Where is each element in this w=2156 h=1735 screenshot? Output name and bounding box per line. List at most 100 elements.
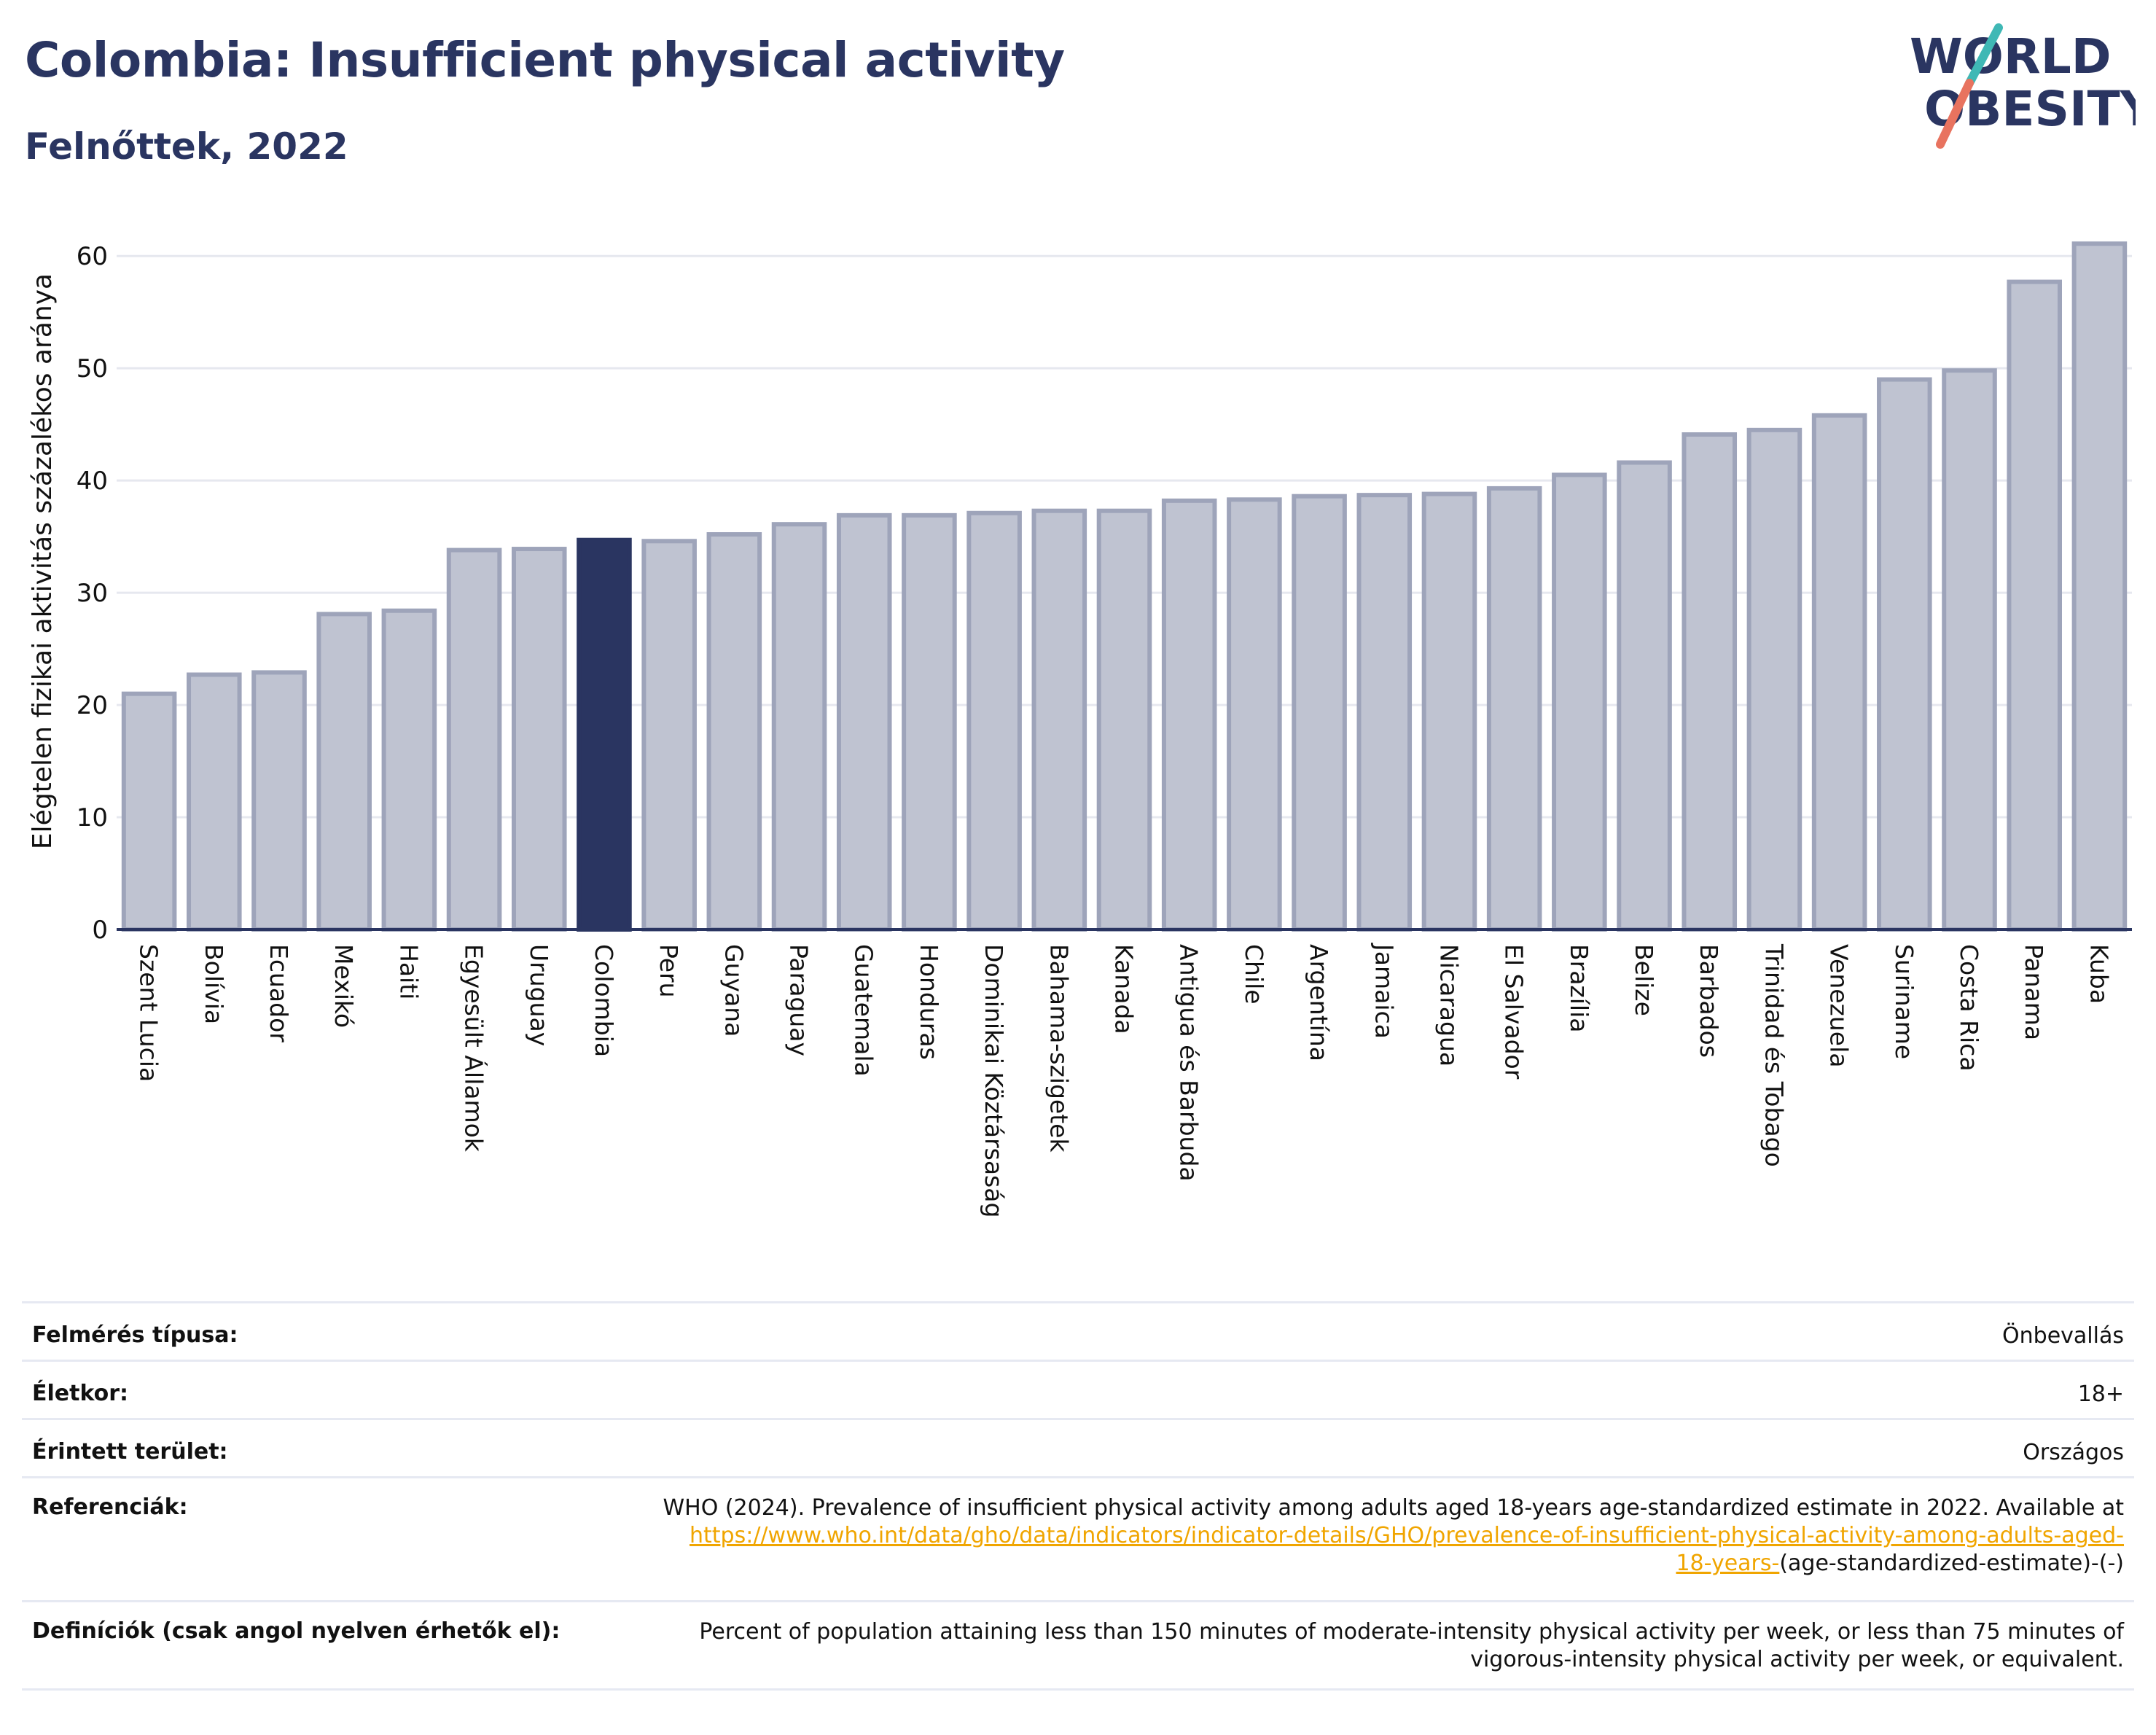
references-label: Referenciák: — [32, 1494, 188, 1520]
bars — [121, 241, 2128, 932]
page-subtitle: Felnőttek, 2022 — [25, 125, 348, 168]
x-tick-label: Egyesült Államok — [460, 944, 489, 1153]
x-tick-label: Venezuela — [1825, 944, 1854, 1067]
bar-belize — [1617, 460, 1672, 932]
x-tick-label: El Salvador — [1500, 944, 1528, 1080]
logo-slash-teal — [1965, 23, 2003, 87]
bar-venezuela — [1811, 413, 1867, 932]
bar-suriname — [1877, 377, 1932, 932]
y-tick-label: 50 — [77, 354, 108, 383]
reference-text: WHO (2024). Prevalence of insufficient p… — [663, 1495, 2124, 1521]
y-tick-label: 20 — [77, 691, 108, 720]
bar-guatemala — [836, 512, 892, 932]
bar-haiti — [381, 608, 437, 932]
x-tick-label: Bolívia — [200, 944, 228, 1024]
x-tick-label: Panama — [2020, 944, 2048, 1040]
bar-uruguay — [511, 547, 567, 932]
x-tick-label: Szent Lucia — [135, 944, 163, 1082]
bar-egyesült-államok — [446, 547, 502, 932]
x-tick-label: Chile — [1240, 944, 1268, 1005]
definitions-label: Definíciók (csak angol nyelven érhetők e… — [32, 1618, 561, 1644]
references-value: WHO (2024). Prevalence of insufficient p… — [535, 1494, 2134, 1578]
bar-chart: 0 10 20 30 40 50 60 Szent Lucia Bolívia Ecuador M… — [28, 241, 2132, 1217]
definitions-value: Percent of population attaining less tha… — [560, 1618, 2134, 1674]
x-tick-label: Argentína — [1305, 944, 1333, 1061]
bar-trinidad-és-tobago — [1746, 427, 1802, 932]
y-tick-label: 40 — [77, 467, 108, 496]
bar-szent-lucia — [121, 691, 177, 932]
x-tick-label: Haiti — [394, 944, 423, 999]
bar-argentína — [1292, 494, 1347, 932]
x-tick-label: Nicaragua — [1434, 944, 1463, 1067]
bar-barbados — [1682, 432, 1738, 932]
info-row-survey: Felmérés típusa: Önbevallás — [22, 1301, 2134, 1360]
age-label: Életkor: — [32, 1381, 129, 1406]
bar-brazília — [1552, 472, 1607, 932]
x-tick-label: Dominikai Köztársaság — [980, 944, 1008, 1217]
bar-costa-rica — [1942, 368, 1997, 932]
bar-antigua-és-barbuda — [1161, 498, 1217, 932]
x-tick-label: Costa Rica — [1955, 944, 1983, 1072]
x-tick-label: Guyana — [719, 944, 748, 1037]
y-axis-ticks: 0 10 20 30 40 50 60 — [77, 242, 108, 945]
x-tick-label: Paraguay — [785, 944, 813, 1056]
x-tick-label: Brazília — [1565, 944, 1593, 1032]
reference-link-line2[interactable]: 18-years- — [1676, 1551, 1780, 1576]
x-tick-label: Peru — [655, 944, 683, 998]
age-value: 18+ — [2077, 1381, 2124, 1407]
bar-nicaragua — [1421, 491, 1477, 932]
bar-kuba — [2071, 241, 2128, 932]
page-title: Colombia: Insufficient physical activity — [25, 32, 1065, 88]
area-value: Országos — [2023, 1440, 2124, 1465]
y-tick-label: 60 — [77, 242, 108, 271]
y-tick-label: 30 — [77, 579, 108, 608]
x-tick-label: Jamaica — [1370, 943, 1398, 1039]
bar-mexikó — [316, 612, 372, 932]
area-label: Érintett terület: — [32, 1439, 228, 1465]
x-tick-label: Ecuador — [265, 944, 293, 1042]
x-tick-label: Kanada — [1110, 944, 1138, 1034]
bar-el-salvador — [1486, 486, 1542, 932]
y-tick-label: 10 — [77, 803, 108, 833]
world-obesity-logo: WORLD OBESITY — [1910, 23, 2136, 149]
x-tick-label: Belize — [1630, 944, 1658, 1016]
x-tick-label: Kuba — [2085, 944, 2113, 1004]
x-tick-label: Antigua és Barbuda — [1175, 944, 1203, 1182]
x-tick-label: Suriname — [1890, 944, 1918, 1059]
info-row-area: Érintett terület: Országos — [22, 1418, 2134, 1476]
x-tick-label: Mexikó — [329, 944, 358, 1028]
bar-bahama-szigetek — [1031, 508, 1087, 932]
bar-paraguay — [771, 522, 827, 932]
reference-link-line1[interactable]: https://www.who.int/data/gho/data/indica… — [690, 1523, 2124, 1548]
bar-honduras — [902, 512, 957, 932]
bar-jamaica — [1356, 493, 1413, 932]
survey-value: Önbevallás — [2002, 1323, 2124, 1349]
info-table: Felmérés típusa: Önbevallás Életkor: 18+… — [22, 1301, 2134, 1691]
info-row-age: Életkor: 18+ — [22, 1360, 2134, 1418]
x-tick-label: Barbados — [1695, 944, 1723, 1058]
reference-link-suffix: (age-standardized-estimate)-(-) — [1779, 1551, 2124, 1576]
x-tick-label: Guatemala — [850, 944, 878, 1077]
bar-panama — [2007, 279, 2062, 932]
x-tick-label: Colombia — [590, 944, 618, 1057]
y-tick-label: 0 — [92, 916, 108, 945]
bar-colombia — [577, 537, 632, 932]
bar-guyana — [706, 532, 762, 932]
bar-kanada — [1096, 508, 1152, 932]
bar-bolívia — [187, 672, 242, 932]
x-tick-label: Uruguay — [525, 944, 553, 1046]
definition-line2: vigorous-intensity physical activity per… — [1470, 1647, 2124, 1672]
definition-line1: Percent of population attaining less tha… — [699, 1619, 2124, 1645]
survey-label: Felmérés típusa: — [32, 1322, 238, 1348]
bar-chile — [1227, 497, 1282, 932]
bar-dominikai-köztársaság — [966, 510, 1022, 932]
info-row-references: Referenciák: WHO (2024). Prevalence of i… — [22, 1476, 2134, 1600]
x-axis-labels: Szent Lucia Bolívia Ecuador Mexikó Haiti Egye… — [135, 943, 2114, 1217]
x-tick-label: Trinidad és Tobago — [1759, 943, 1788, 1167]
info-row-definitions: Definíciók (csak angol nyelven érhetők e… — [22, 1600, 2134, 1691]
logo-line1: WORLD — [1910, 28, 2112, 85]
x-tick-label: Bahama-szigetek — [1044, 944, 1073, 1153]
logo-slash-coral — [1936, 79, 1974, 149]
y-axis-label: Elégtelen fizikai aktivitás százalékos a… — [28, 273, 58, 849]
bar-peru — [641, 539, 697, 932]
